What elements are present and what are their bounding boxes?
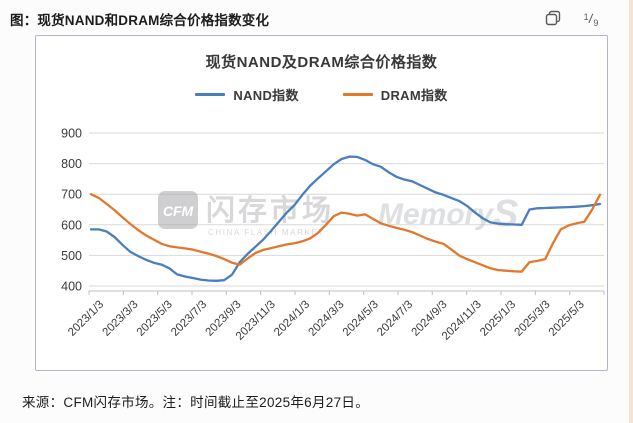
- svg-text:900: 900: [61, 127, 82, 141]
- dram-legend-swatch: [342, 92, 373, 96]
- svg-text:2024/5/3: 2024/5/3: [341, 299, 381, 339]
- svg-text:500: 500: [61, 249, 82, 263]
- svg-text:2024/1/3: 2024/1/3: [272, 299, 312, 339]
- page-fraction-numerator: 1: [583, 11, 589, 22]
- copy-icon[interactable]: [543, 8, 563, 28]
- svg-text:2023/7/3: 2023/7/3: [169, 299, 209, 339]
- svg-text:800: 800: [61, 157, 82, 171]
- figure-caption: 图：现货NAND和DRAM综合价格指数变化: [10, 13, 270, 28]
- svg-text:2023/3/3: 2023/3/3: [100, 299, 140, 339]
- svg-text:400: 400: [61, 280, 82, 294]
- svg-text:2025/5/3: 2025/5/3: [547, 299, 587, 339]
- svg-text:2024/3/3: 2024/3/3: [306, 299, 346, 339]
- page-fraction: 1/9: [583, 10, 599, 28]
- nand-legend-label: NAND指数: [233, 87, 299, 103]
- svg-text:MemoryS: MemoryS: [378, 193, 518, 235]
- svg-text:700: 700: [61, 188, 82, 202]
- header-toolbar: 1/9: [543, 8, 601, 28]
- svg-text:600: 600: [61, 218, 82, 232]
- page-edge-artifact: [629, 0, 633, 423]
- source-note: 来源：CFM闪存市场。注：时间截止至2025年6月27日。: [22, 395, 369, 410]
- legend-item-dram: DRAM指数: [342, 85, 448, 104]
- page-indicator[interactable]: 1/9: [581, 8, 601, 28]
- dram-legend-label: DRAM指数: [380, 87, 448, 103]
- legend-item-nand: NAND指数: [195, 85, 298, 104]
- page-fraction-denominator: 9: [593, 17, 599, 28]
- x-axis: 2023/1/32023/3/32023/5/32023/7/32023/9/3…: [66, 290, 605, 343]
- chart-panel: 现货NAND及DRAM综合价格指数 NAND指数 DRAM指数 400 500 60…: [35, 35, 608, 371]
- chart-title: 现货NAND及DRAM综合价格指数: [205, 54, 438, 71]
- series-lines: [89, 155, 602, 282]
- svg-text:2023/5/3: 2023/5/3: [135, 299, 175, 339]
- svg-text:CFM: CFM: [163, 203, 194, 219]
- svg-text:2024/7/3: 2024/7/3: [375, 299, 415, 339]
- svg-text:2025/3/3: 2025/3/3: [512, 299, 552, 339]
- svg-text:闪存市场: 闪存市场: [206, 193, 334, 227]
- chart-legend: NAND指数 DRAM指数: [36, 85, 607, 103]
- dram-series-line: [89, 193, 602, 273]
- nand-legend-swatch: [195, 92, 226, 96]
- y-grid: 400 500 600 700 800 900: [61, 127, 604, 294]
- svg-text:2023/1/3: 2023/1/3: [66, 299, 106, 339]
- header-bar: 图：现货NAND和DRAM综合价格指数变化 1/9: [0, 6, 633, 32]
- svg-text:2025/1/3: 2025/1/3: [478, 299, 518, 339]
- svg-text:CHINA FLASH MARKET: CHINA FLASH MARKET: [208, 228, 325, 237]
- copy-icon-glyph: [545, 10, 561, 26]
- nand-series-line: [89, 155, 602, 282]
